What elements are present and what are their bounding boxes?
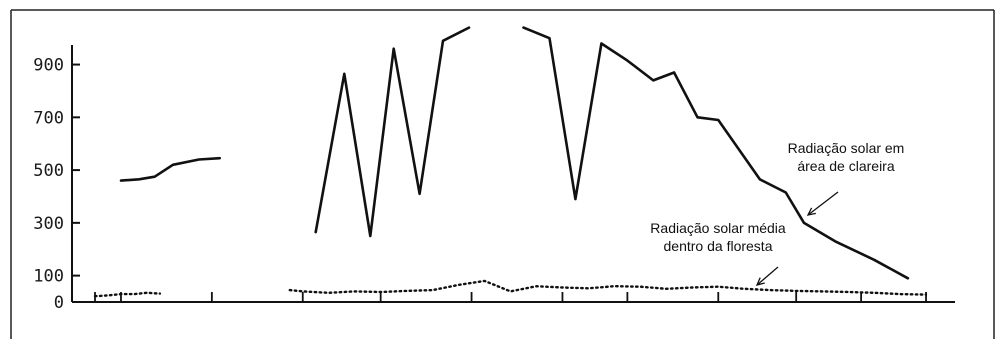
series-line xyxy=(314,26,471,238)
annotation-arrow xyxy=(756,266,779,286)
series-line xyxy=(288,279,928,296)
annotation-text: Radiação solar em xyxy=(788,140,905,156)
clearing-series xyxy=(119,26,910,280)
y-tick-label: 700 xyxy=(33,108,64,128)
annotation: Radiação solar em área de clareira xyxy=(788,140,905,216)
y-tick-label: 100 xyxy=(33,267,64,287)
y-axis: 0 100 300 500 700 900 xyxy=(33,45,80,313)
y-tick-label: 500 xyxy=(33,161,64,181)
x-axis xyxy=(72,292,955,303)
annotation-text: dentro da floresta xyxy=(664,238,773,254)
forest-series xyxy=(93,279,928,298)
arrow-head xyxy=(755,277,765,286)
annotation-arrow xyxy=(807,191,839,216)
series-line xyxy=(119,156,221,182)
y-tick-label: 300 xyxy=(33,214,64,234)
series-layer xyxy=(93,26,928,298)
annotation-text: Radiação solar média xyxy=(650,220,786,236)
annotation-text: área de clareira xyxy=(797,158,894,174)
series-line xyxy=(93,291,162,298)
y-tick-label: 0 xyxy=(54,293,64,313)
y-tick-label: 900 xyxy=(33,56,64,76)
annotation: Radiação solar média dentro da floresta xyxy=(650,220,786,286)
arrow-head xyxy=(806,207,816,216)
